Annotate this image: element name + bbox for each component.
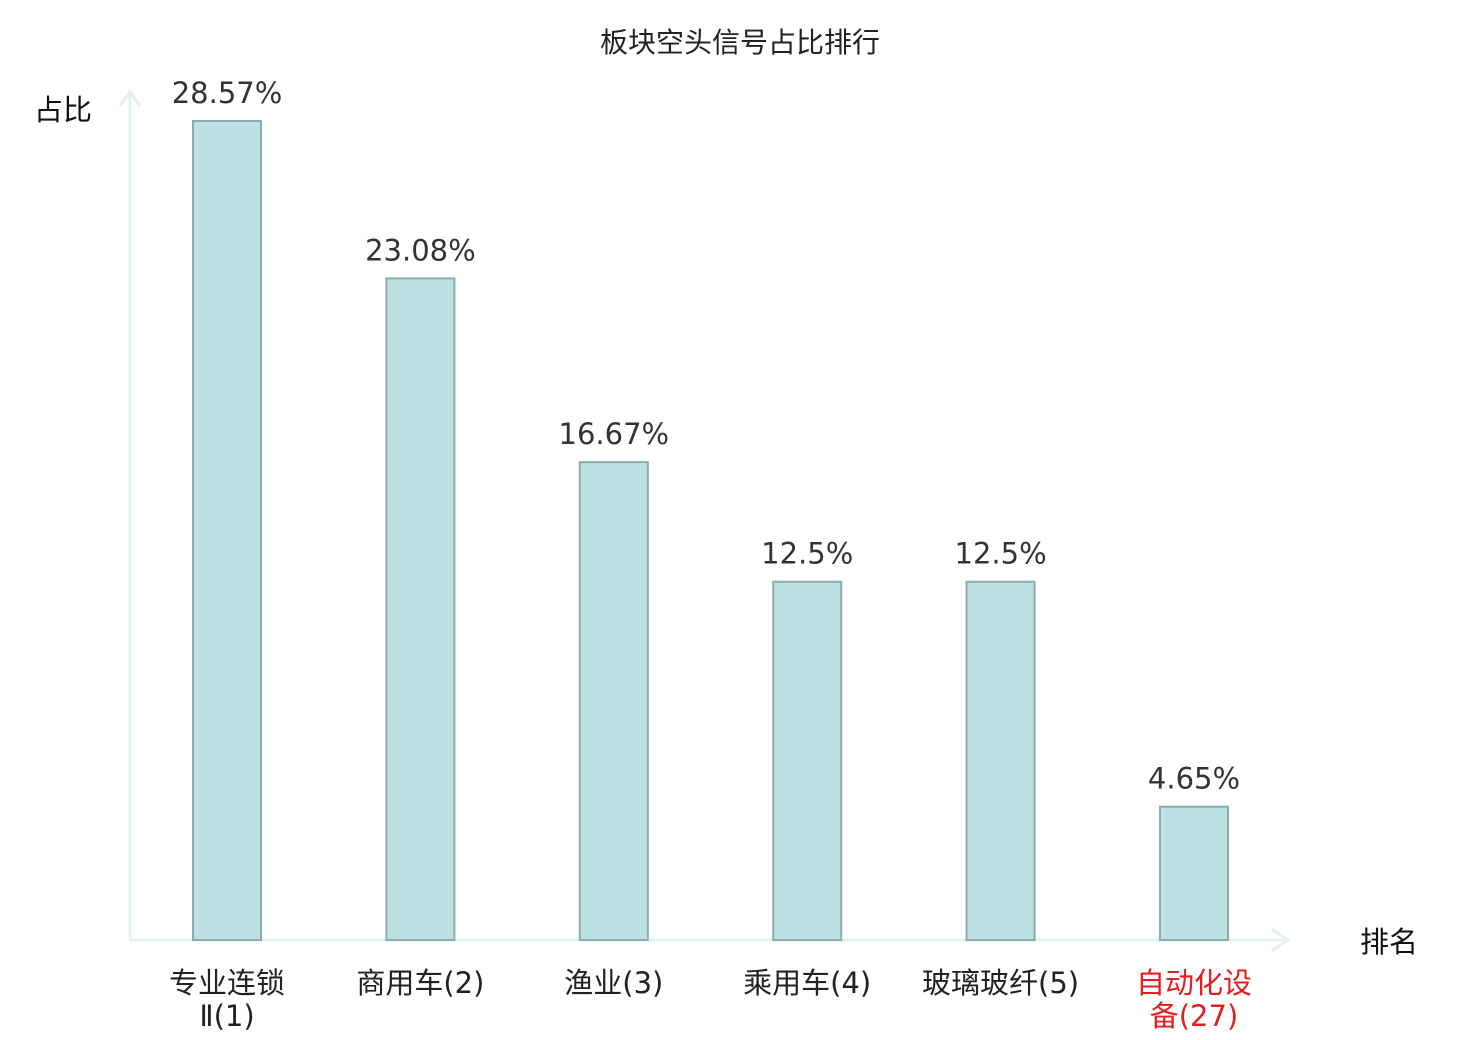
y-axis-title: 占比 bbox=[34, 93, 92, 127]
category-label-6-line-1: 自动化设 bbox=[1136, 966, 1252, 1000]
bars-group bbox=[192, 120, 1229, 942]
bar-1 bbox=[192, 120, 262, 941]
bar-4 bbox=[772, 580, 843, 941]
bar-2 bbox=[385, 277, 456, 941]
category-label-1-line-2: Ⅱ(1) bbox=[199, 999, 254, 1033]
category-label-5: 玻璃玻纤(5) bbox=[922, 966, 1079, 1000]
category-label-2: 商用车(2) bbox=[356, 966, 484, 1000]
value-label-1: 28.57% bbox=[172, 76, 283, 110]
bar-3 bbox=[578, 461, 649, 941]
value-label-5: 12.5% bbox=[955, 537, 1047, 571]
bar-6 bbox=[1159, 805, 1229, 942]
value-label-2: 23.08% bbox=[365, 233, 476, 267]
x-axis-title: 排名 bbox=[1360, 925, 1418, 959]
chart-title: 板块空头信号占比排行 bbox=[600, 26, 880, 59]
y-axis-arrow-icon bbox=[118, 89, 142, 107]
value-label-4: 12.5% bbox=[761, 537, 853, 571]
category-label-3: 渔业(3) bbox=[564, 966, 663, 1000]
value-label-3: 16.67% bbox=[559, 417, 670, 451]
category-label-1-line-1: 专业连锁 bbox=[169, 966, 285, 1000]
x-axis-arrow-icon bbox=[1271, 927, 1291, 953]
category-label-6-line-2: 备(27) bbox=[1150, 999, 1239, 1033]
value-label-6: 4.65% bbox=[1148, 762, 1240, 796]
category-label-4: 乘用车(4) bbox=[743, 966, 871, 1000]
bar-5 bbox=[965, 580, 1036, 941]
value-labels-group: 28.57% 23.08% 16.67% 12.5% 12.5% 4.65% bbox=[172, 76, 1240, 796]
